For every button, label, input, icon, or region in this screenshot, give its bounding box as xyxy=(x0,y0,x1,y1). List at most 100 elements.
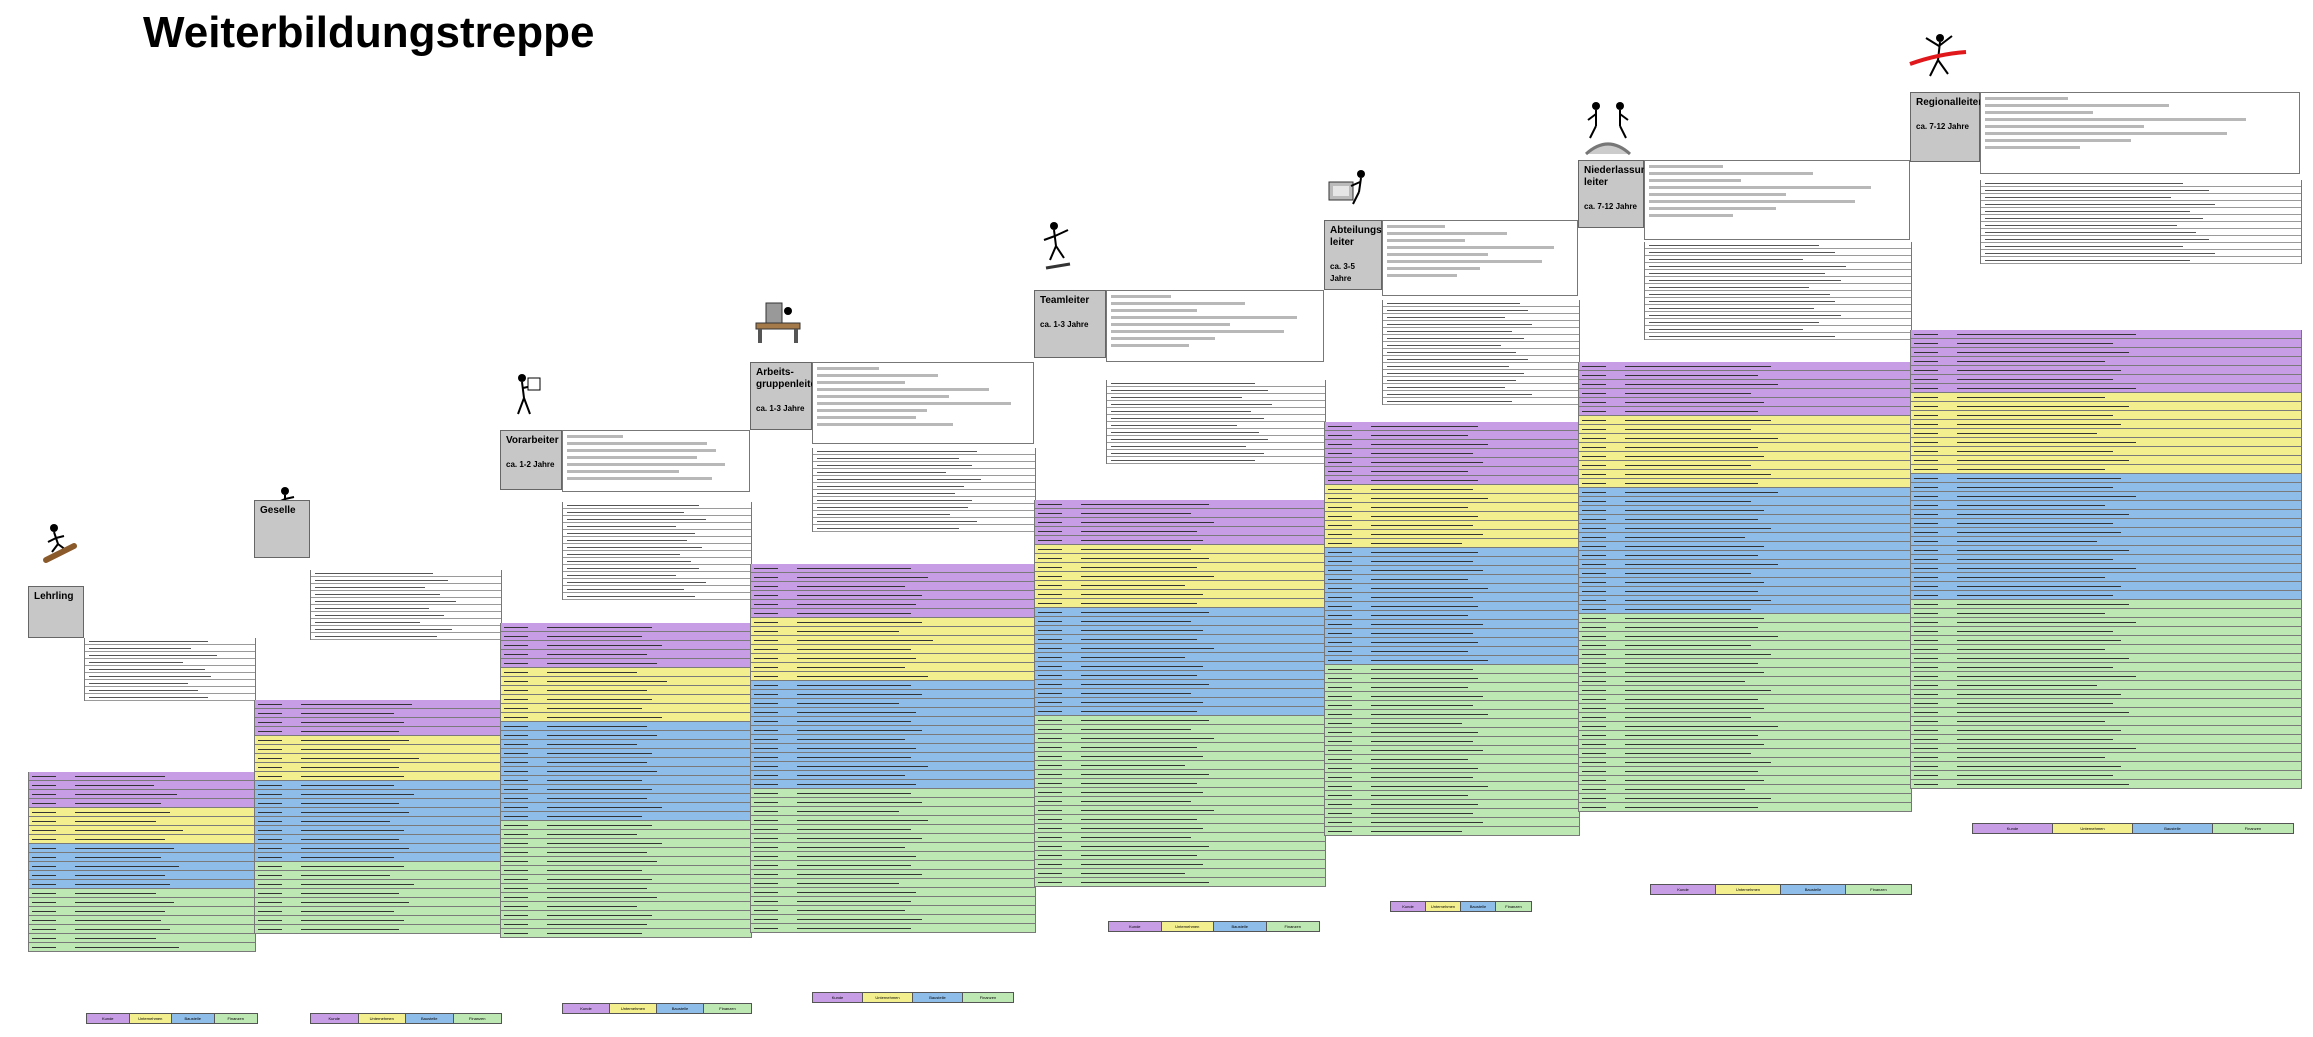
category-row xyxy=(751,897,1035,906)
legend-kunde: Kunde xyxy=(813,993,863,1002)
category-row xyxy=(501,668,751,677)
category-row xyxy=(1579,686,1911,695)
task-row xyxy=(311,598,501,605)
category-row xyxy=(1035,509,1325,518)
category-row xyxy=(1035,662,1325,671)
category-row xyxy=(1325,620,1579,629)
category-row xyxy=(751,654,1035,663)
task-row xyxy=(1107,408,1325,415)
category-row xyxy=(255,835,501,844)
category-row xyxy=(1325,512,1579,521)
category-row xyxy=(1579,425,1911,434)
category-row xyxy=(1325,593,1579,602)
step-tasks xyxy=(1644,242,1912,340)
task-row xyxy=(563,509,751,516)
category-row xyxy=(1325,827,1579,836)
category-row xyxy=(255,763,501,772)
category-row xyxy=(1325,647,1579,656)
category-row xyxy=(751,807,1035,816)
category-row xyxy=(1325,539,1579,548)
category-row xyxy=(1911,591,2301,600)
category-row xyxy=(29,871,255,880)
legend-finanzen: Finanzen xyxy=(2213,824,2293,833)
task-row xyxy=(1383,342,1579,349)
task-row xyxy=(813,469,1035,476)
category-row xyxy=(501,902,751,911)
info-line xyxy=(1111,295,1172,298)
category-row xyxy=(501,650,751,659)
category-row xyxy=(255,826,501,835)
category-row xyxy=(1035,869,1325,878)
category-row xyxy=(501,632,751,641)
category-row xyxy=(751,852,1035,861)
category-row xyxy=(1911,672,2301,681)
legend-finanzen: Finanzen xyxy=(963,993,1013,1002)
task-row xyxy=(1107,380,1325,387)
step-name: Vorarbeiter xyxy=(506,435,559,446)
category-row xyxy=(1325,710,1579,719)
step-info xyxy=(1106,290,1324,362)
task-row xyxy=(813,497,1035,504)
category-row xyxy=(1325,476,1579,485)
legend-unternehmen: Unternehmen xyxy=(129,1014,172,1023)
category-row xyxy=(1579,461,1911,470)
category-row xyxy=(1579,416,1911,425)
task-row xyxy=(563,558,751,565)
category-row xyxy=(751,780,1035,789)
task-row xyxy=(1645,263,1911,270)
category-row xyxy=(1035,716,1325,725)
category-row xyxy=(1325,548,1579,557)
category-row xyxy=(751,591,1035,600)
category-row xyxy=(255,925,501,934)
category-row xyxy=(751,645,1035,654)
task-row xyxy=(813,518,1035,525)
category-row xyxy=(1911,339,2301,348)
category-row xyxy=(1579,713,1911,722)
task-row xyxy=(1107,394,1325,401)
legend-kunde: Kunde xyxy=(311,1014,359,1023)
task-row xyxy=(311,605,501,612)
info-line xyxy=(1111,316,1297,319)
category-row xyxy=(255,700,501,709)
step-header: Vorarbeiter ca. 1-2 Jahre xyxy=(500,430,562,490)
category-row xyxy=(751,861,1035,870)
category-row xyxy=(501,785,751,794)
category-row xyxy=(1579,551,1911,560)
category-row xyxy=(501,686,751,695)
info-line xyxy=(817,409,927,412)
legend-kunde: Kunde xyxy=(1973,824,2053,833)
category-row xyxy=(1911,456,2301,465)
task-row xyxy=(1383,307,1579,314)
category-row xyxy=(29,916,255,925)
step-categories xyxy=(1034,500,1326,887)
step-info xyxy=(812,362,1034,444)
category-row xyxy=(255,808,501,817)
category-row xyxy=(1035,635,1325,644)
task-row xyxy=(1645,298,1911,305)
info-line xyxy=(817,402,1011,405)
legend-kunde: Kunde xyxy=(1109,922,1162,931)
legend: Kunde Unternehmen Baustelle Finanzen xyxy=(1108,921,1320,932)
info-line xyxy=(567,435,623,438)
category-row xyxy=(1325,485,1579,494)
category-row xyxy=(751,726,1035,735)
category-row xyxy=(501,713,751,722)
task-row xyxy=(813,525,1035,532)
category-row xyxy=(1911,735,2301,744)
category-row xyxy=(255,736,501,745)
task-row xyxy=(1107,415,1325,422)
category-row xyxy=(29,925,255,934)
task-row xyxy=(1645,277,1911,284)
info-line xyxy=(1985,97,2068,100)
flying-figure-icon xyxy=(1043,222,1071,270)
category-row xyxy=(501,821,751,830)
task-row xyxy=(813,455,1035,462)
category-row xyxy=(1325,575,1579,584)
category-row xyxy=(255,727,501,736)
task-row xyxy=(1981,250,2301,257)
category-row xyxy=(501,839,751,848)
category-row xyxy=(29,898,255,907)
category-row xyxy=(1035,797,1325,806)
category-row xyxy=(1035,500,1325,509)
category-row xyxy=(751,789,1035,798)
